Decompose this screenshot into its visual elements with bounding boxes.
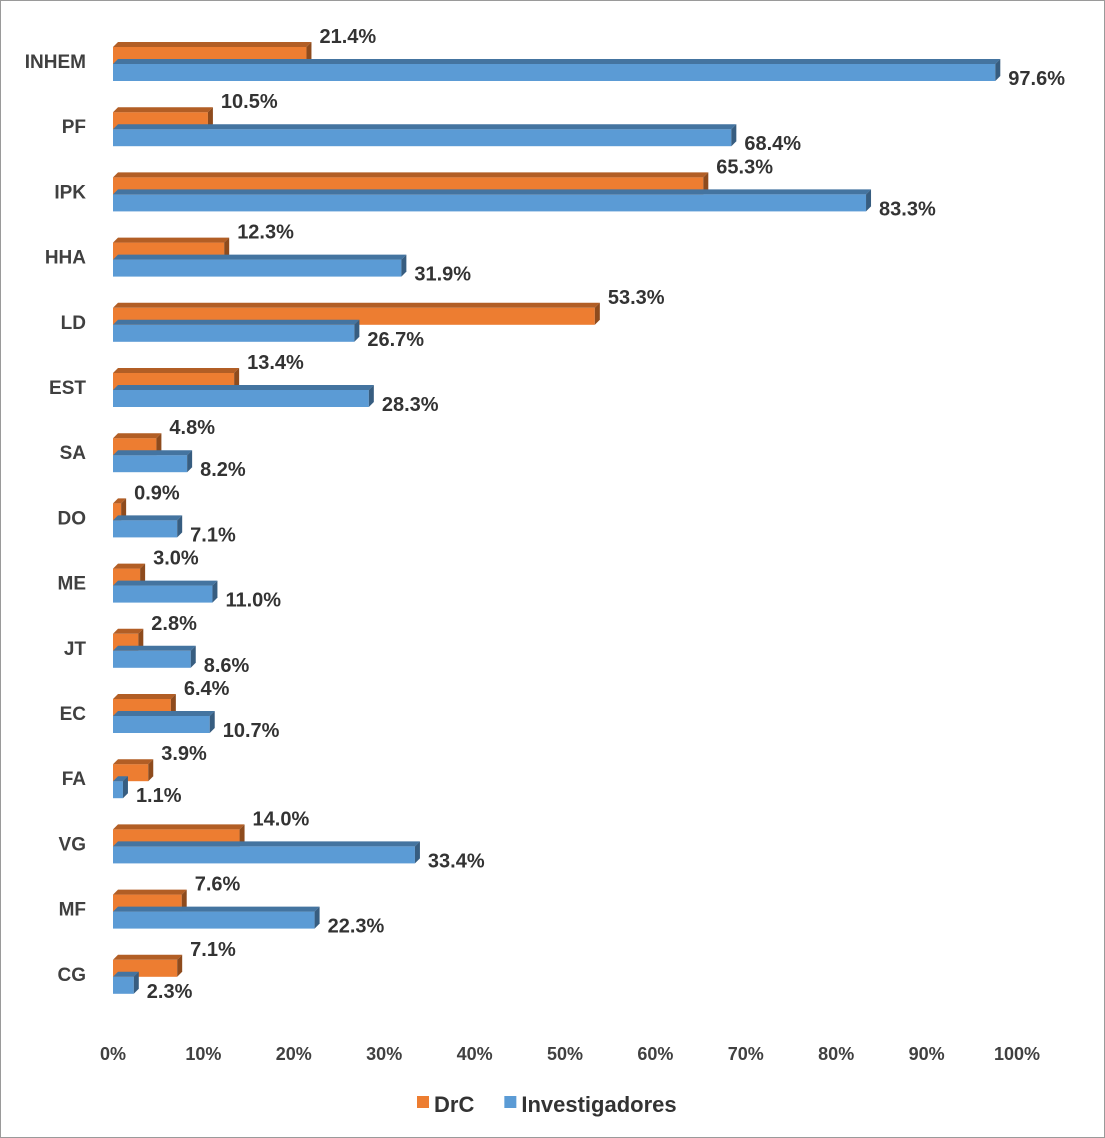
bar-investigadores-inhem [113, 59, 1001, 81]
data-label-investigadores-jt: 8.6% [204, 655, 250, 677]
category-label-ld: LD [61, 313, 86, 334]
data-label-drc-ipk: 65.3% [716, 156, 773, 178]
data-label-investigadores-ipk: 83.3% [879, 198, 936, 220]
data-label-drc-jt: 2.8% [151, 613, 197, 635]
bar-investigadores-ec [113, 711, 215, 733]
labels-layer: 21.4% 97.6% 10.5% 68.4%65.3% 83.3% 12.3% 31.9%… [134, 26, 1065, 1003]
bars-layer [113, 42, 1001, 994]
bar-investigadores-jt [113, 645, 196, 668]
data-label-drc-ld: 53.3% [608, 287, 665, 309]
data-label-investigadores-mf: 22.3% [328, 916, 385, 938]
category-label-hha: HHA [45, 248, 86, 269]
data-label-drc-inhem: 21.4% [319, 26, 376, 48]
bar-investigadores-cg [113, 971, 139, 994]
bar-investigadores-mf [113, 906, 320, 929]
data-label-investigadores-me: 11.0% [225, 590, 281, 612]
x-tick-label-8: 80% [818, 1044, 854, 1064]
category-label-vg: VG [59, 834, 86, 855]
legend-label-investigadores: Investigadores [521, 1092, 676, 1117]
bar-investigadores-sa [113, 450, 193, 473]
data-label-drc-mf: 7.6% [195, 874, 241, 896]
data-label-investigadores-ec: 10.7% [223, 720, 280, 742]
x-tick-label-3: 30% [366, 1044, 402, 1064]
category-label-mf: MF [59, 900, 86, 921]
bar-investigadores-est [113, 385, 374, 407]
data-label-investigadores-vg: 33.4% [428, 850, 485, 872]
bar-investigadores-hha [113, 254, 407, 277]
data-label-investigadores-sa: 8.2% [200, 459, 246, 481]
bar-investigadores-me [113, 580, 218, 603]
data-label-drc-fa: 3.9% [161, 743, 207, 765]
data-label-drc-do: 0.9% [134, 482, 180, 504]
data-label-drc-ec: 6.4% [184, 678, 230, 700]
category-label-ec: EC [60, 704, 87, 725]
category-label-me: ME [58, 574, 87, 595]
x-tick-label-5: 50% [547, 1044, 583, 1064]
legend: DrC Investigadores [417, 1092, 677, 1117]
x-tick-label-0: 0% [100, 1044, 126, 1064]
category-label-cg: CG [58, 965, 87, 986]
data-label-drc-cg: 7.1% [190, 939, 236, 961]
category-label-sa: SA [60, 443, 87, 464]
data-label-investigadores-pf: 68.4% [744, 133, 801, 155]
x-tick-label-2: 20% [276, 1044, 312, 1064]
category-label-jt: JT [64, 639, 87, 660]
data-label-investigadores-est: 28.3% [382, 394, 439, 416]
bar-investigadores-pf [113, 124, 737, 147]
category-label-pf: PF [62, 117, 86, 138]
data-label-drc-pf: 10.5% [221, 91, 278, 113]
category-label-do: DO [58, 508, 87, 529]
legend-label-drc: DrC [434, 1092, 474, 1117]
x-tick-label-10: 100% [994, 1044, 1040, 1064]
x-tick-label-4: 40% [457, 1044, 493, 1064]
data-label-investigadores-ld: 26.7% [367, 329, 424, 351]
category-label-inhem: INHEM [25, 52, 86, 73]
bar-investigadores-ld [113, 319, 360, 342]
legend-swatch-drc [417, 1096, 429, 1108]
x-tick-label-1: 10% [185, 1044, 221, 1064]
data-label-drc-sa: 4.8% [169, 417, 215, 439]
legend-item-drc: DrC [417, 1092, 474, 1117]
data-label-investigadores-fa: 1.1% [136, 785, 182, 807]
x-tick-label-7: 70% [728, 1044, 764, 1064]
data-label-investigadores-hha: 31.9% [414, 264, 471, 286]
category-label-fa: FA [62, 769, 87, 790]
bar-investigadores-do [113, 515, 183, 538]
bar-investigadores-fa [113, 776, 128, 799]
x-tick-label-6: 60% [637, 1044, 673, 1064]
data-label-drc-hha: 12.3% [237, 222, 294, 244]
data-label-investigadores-inhem: 97.6% [1008, 68, 1065, 90]
data-label-investigadores-do: 7.1% [190, 524, 236, 546]
axis-layer: INHEM PF IPK HHA LD EST SA DO ME JT EC FA VG MF CG 0% 10… [25, 52, 1040, 1064]
x-tick-label-9: 90% [909, 1044, 945, 1064]
legend-swatch-investigadores [504, 1096, 517, 1108]
data-label-investigadores-cg: 2.3% [147, 981, 193, 1003]
bar-investigadores-ipk [113, 189, 872, 212]
bar-investigadores-vg [113, 841, 420, 864]
category-label-ipk: IPK [54, 182, 86, 203]
data-label-drc-me: 3.0% [153, 548, 199, 570]
bar-drc-do [113, 498, 127, 521]
data-label-drc-vg: 14.0% [253, 808, 310, 830]
data-label-drc-est: 13.4% [247, 352, 304, 374]
category-label-est: EST [49, 378, 86, 399]
legend-item-investigadores: Investigadores [504, 1092, 677, 1117]
